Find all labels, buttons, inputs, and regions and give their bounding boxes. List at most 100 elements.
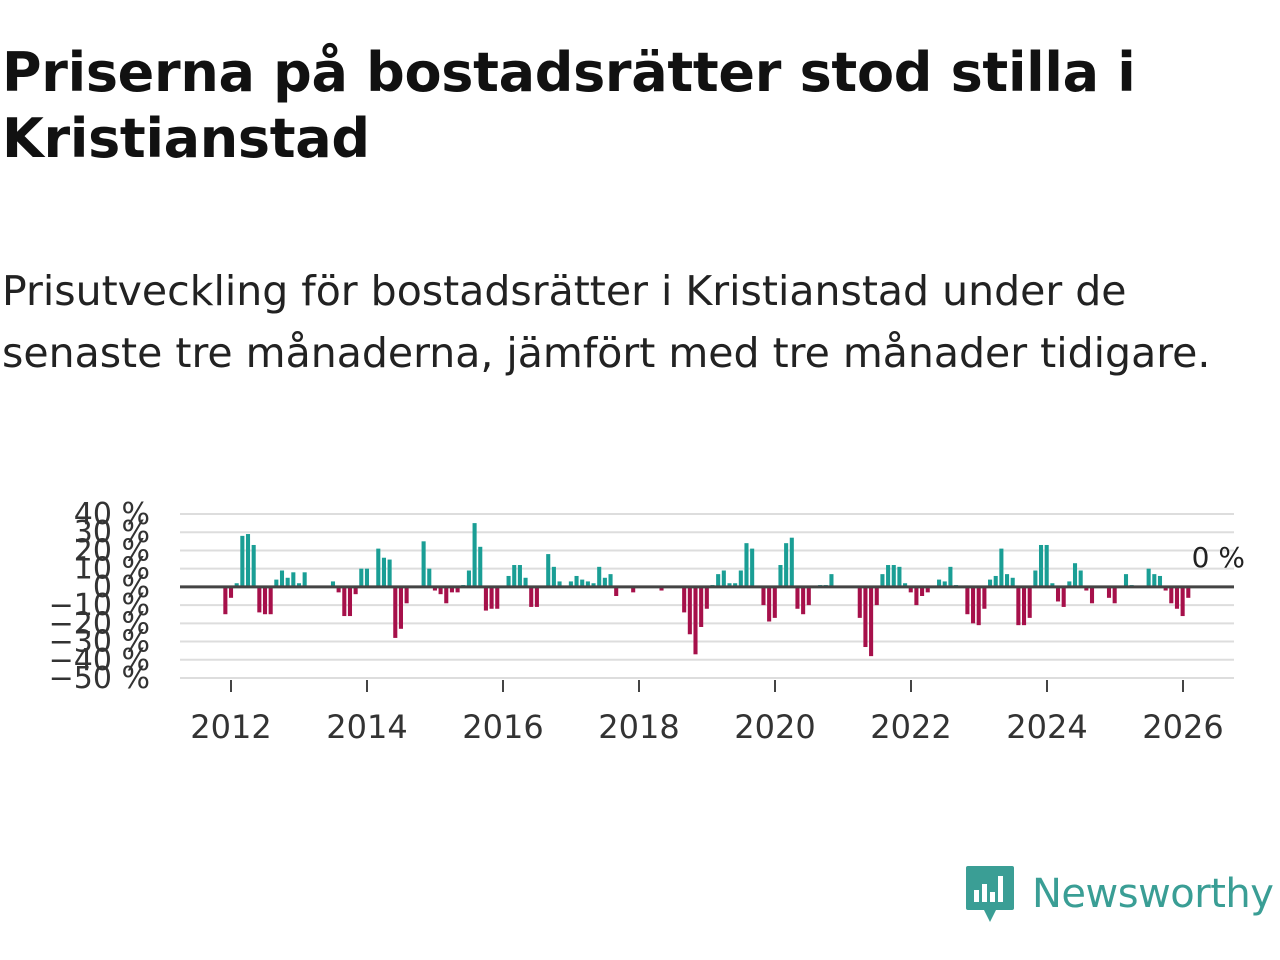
bar xyxy=(733,583,738,587)
bars xyxy=(223,523,1191,657)
bar xyxy=(778,565,783,587)
bar xyxy=(285,577,290,587)
bar xyxy=(863,586,868,648)
bar xyxy=(659,586,664,591)
y-tick-label: 20 % xyxy=(74,533,150,568)
bar xyxy=(381,557,386,587)
bar xyxy=(772,586,777,618)
bar xyxy=(738,570,743,587)
bar xyxy=(398,586,403,629)
bar xyxy=(1146,568,1151,587)
y-tick-label: −10 % xyxy=(49,588,150,623)
bar xyxy=(602,577,607,587)
bar xyxy=(1038,544,1044,587)
y-tick-label: −40 % xyxy=(49,643,150,678)
bar xyxy=(1016,586,1021,626)
bar xyxy=(1089,586,1095,604)
bar xyxy=(574,575,579,587)
bar xyxy=(1033,570,1038,587)
bar xyxy=(234,583,239,587)
bar xyxy=(432,586,437,591)
x-tick-label: 2016 xyxy=(462,708,543,746)
bar xyxy=(483,586,488,611)
bar xyxy=(551,566,556,587)
bar xyxy=(965,586,970,615)
x-tick-label: 2024 xyxy=(1006,708,1087,746)
bar xyxy=(568,581,573,587)
bar xyxy=(727,583,732,587)
bar xyxy=(268,586,273,615)
bar xyxy=(1078,570,1083,587)
bar xyxy=(472,523,477,587)
bar xyxy=(1169,586,1174,604)
bar xyxy=(580,579,585,587)
bar xyxy=(291,572,296,587)
bar xyxy=(920,586,925,596)
bar xyxy=(767,586,772,622)
bar xyxy=(891,565,896,587)
bar xyxy=(438,586,443,595)
bar xyxy=(1152,574,1157,587)
x-axis: 2012 2014 2016 2018 2020 2022 2024 2026 xyxy=(190,680,1224,746)
bar xyxy=(336,586,341,593)
chart-subtitle: Prisutveckling för bostadsrätter i Krist… xyxy=(2,267,1211,377)
bar xyxy=(908,586,913,593)
bar xyxy=(937,579,942,587)
bar xyxy=(784,543,789,587)
bar xyxy=(806,586,811,606)
bar xyxy=(512,565,517,587)
bar xyxy=(1072,563,1078,587)
bar xyxy=(1174,586,1180,609)
bar xyxy=(1067,581,1072,587)
bar xyxy=(716,574,721,587)
bar xyxy=(557,581,562,587)
bar xyxy=(857,586,862,618)
bar xyxy=(455,586,460,593)
bar xyxy=(993,575,998,587)
bar xyxy=(393,586,398,638)
y-tick-label: −30 % xyxy=(49,625,150,660)
bar xyxy=(721,570,726,587)
bar xyxy=(517,565,522,587)
bar xyxy=(682,586,687,613)
bar xyxy=(897,566,902,587)
bar xyxy=(1180,586,1185,617)
bar xyxy=(693,586,698,655)
bar xyxy=(585,581,590,587)
bar xyxy=(449,586,454,593)
x-tick-label: 2020 xyxy=(734,708,815,746)
bar xyxy=(948,566,953,587)
bar xyxy=(347,586,353,617)
bar xyxy=(534,586,539,607)
newsworthy-logo-text: Newsworthy xyxy=(1032,871,1274,917)
bar xyxy=(874,586,879,606)
bar xyxy=(687,586,692,635)
bar xyxy=(444,586,449,604)
bar xyxy=(1106,586,1112,598)
y-tick-label: −50 % xyxy=(49,661,150,696)
bar xyxy=(353,586,358,595)
x-tick-label: 2022 xyxy=(870,708,951,746)
bar xyxy=(1027,586,1032,618)
bar xyxy=(1010,577,1015,587)
bar-chart: 40 %30 %20 %10 %0 %−10 %−20 %−30 %−40 %−… xyxy=(49,497,1245,746)
bar xyxy=(925,586,930,593)
y-tick-label: 10 % xyxy=(74,552,150,587)
bar xyxy=(427,568,432,587)
bar xyxy=(421,541,426,587)
bar xyxy=(223,586,228,615)
bar xyxy=(880,574,885,587)
bar xyxy=(274,579,279,587)
bar xyxy=(829,574,834,587)
bar xyxy=(1050,583,1055,587)
bar xyxy=(988,579,993,587)
bar xyxy=(971,586,976,624)
bar xyxy=(699,586,704,627)
bar xyxy=(523,577,528,587)
bar xyxy=(245,534,251,587)
bar xyxy=(1061,586,1066,607)
bar xyxy=(1044,544,1049,587)
bar xyxy=(1005,574,1010,587)
bar xyxy=(750,548,755,587)
y-tick-label: 0 % xyxy=(93,570,150,605)
